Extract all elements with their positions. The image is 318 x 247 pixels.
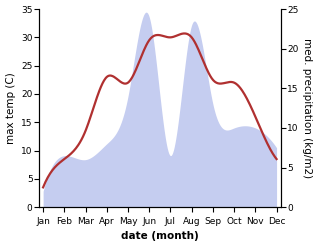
- Y-axis label: max temp (C): max temp (C): [5, 72, 16, 144]
- Y-axis label: med. precipitation (kg/m2): med. precipitation (kg/m2): [302, 38, 313, 178]
- X-axis label: date (month): date (month): [121, 231, 199, 242]
